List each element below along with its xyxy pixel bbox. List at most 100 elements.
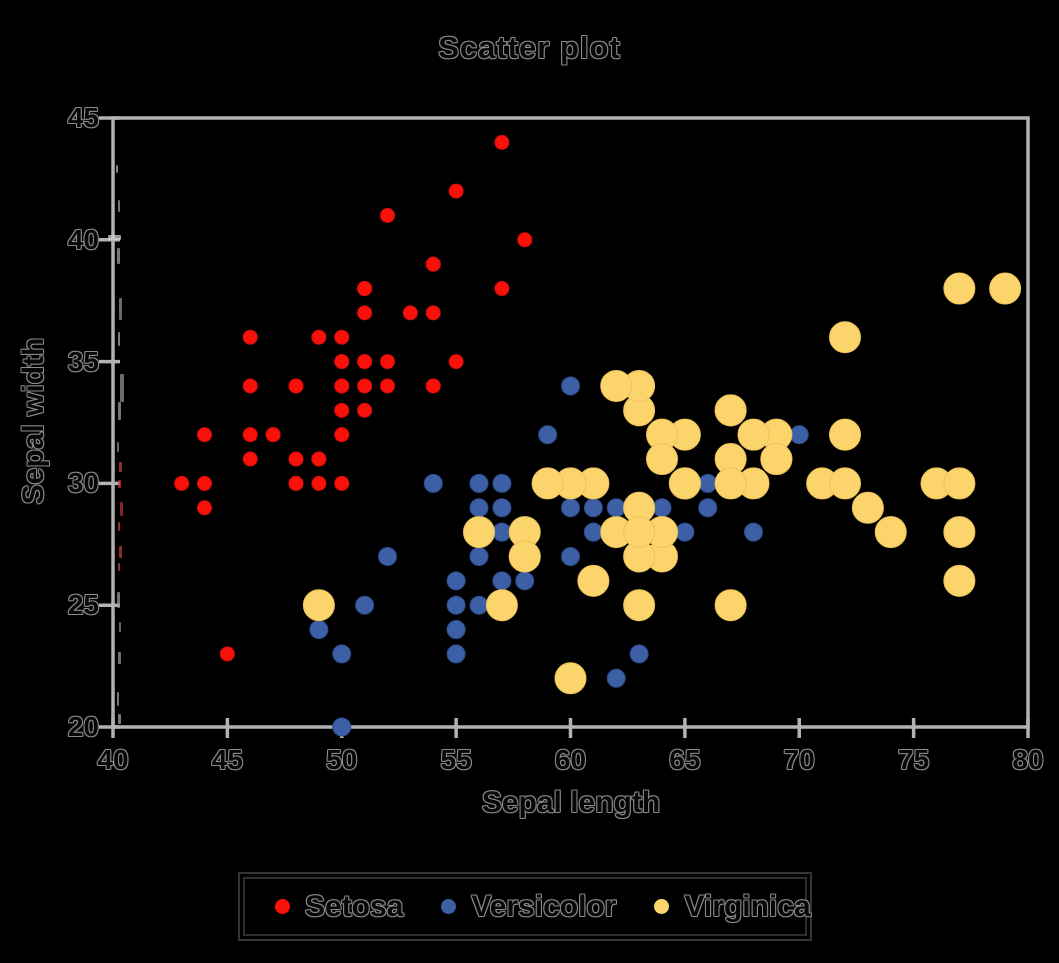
legend-item-versicolor: Versicolor — [441, 891, 616, 922]
data-point-versicolor — [606, 498, 626, 518]
axis-scan-noise — [118, 332, 120, 346]
x-tick-label: 50 — [326, 744, 358, 775]
data-point-versicolor — [583, 498, 603, 518]
data-point-virginica — [668, 467, 701, 500]
data-point-virginica — [943, 564, 976, 597]
data-point-versicolor — [469, 473, 489, 493]
data-point-versicolor — [561, 376, 580, 396]
data-point-versicolor — [538, 425, 558, 445]
axis-scan-noise — [118, 200, 120, 212]
data-point-setosa — [402, 305, 418, 321]
data-point-versicolor — [561, 498, 580, 518]
axis-scan-noise — [119, 622, 121, 632]
data-point-versicolor — [561, 546, 580, 566]
data-point-virginica — [302, 589, 335, 622]
axis-scan-noise — [117, 248, 120, 264]
data-point-versicolor — [698, 473, 718, 493]
data-point-virginica — [646, 443, 678, 476]
y-tick-label: 20 — [67, 711, 99, 742]
data-point-versicolor — [423, 473, 443, 493]
data-point-setosa — [242, 378, 258, 394]
plot-frame — [111, 116, 1030, 729]
data-point-setosa — [425, 256, 441, 272]
data-point-versicolor — [698, 498, 718, 518]
data-point-setosa — [425, 378, 441, 394]
axis-scan-noise — [119, 546, 122, 558]
data-point-virginica — [829, 321, 861, 354]
data-point-virginica — [485, 589, 518, 622]
data-point-setosa — [494, 281, 510, 297]
data-point-setosa — [197, 427, 212, 443]
data-point-versicolor — [675, 522, 695, 542]
x-tick-label: 40 — [97, 744, 129, 775]
x-tick-label: 75 — [898, 744, 930, 775]
data-point-virginica — [508, 540, 541, 573]
versicolor-marker-icon — [441, 899, 457, 914]
y-tick-label: 35 — [67, 345, 99, 377]
data-point-virginica — [989, 272, 1022, 305]
data-point-versicolor — [446, 620, 466, 640]
data-point-setosa — [311, 329, 327, 345]
legend-inner-border: Setosa Versicolor Virginica — [243, 877, 811, 936]
data-point-versicolor — [469, 498, 489, 518]
data-point-virginica — [714, 467, 747, 500]
data-point-versicolor — [309, 620, 329, 640]
data-point-versicolor — [332, 717, 352, 737]
setosa-marker-icon — [275, 899, 290, 914]
data-point-versicolor — [446, 595, 466, 615]
data-point-versicolor — [492, 571, 512, 591]
data-point-virginica — [737, 418, 770, 451]
x-tick-label: 80 — [1012, 744, 1044, 775]
data-point-versicolor — [446, 644, 466, 664]
data-point-setosa — [242, 329, 258, 345]
data-point-versicolor — [492, 522, 512, 542]
data-point-setosa — [357, 305, 373, 321]
data-point-versicolor — [789, 425, 809, 445]
legend: Setosa Versicolor Virginica — [238, 872, 812, 941]
data-point-setosa — [219, 646, 235, 662]
x-tick-label: 45 — [211, 744, 243, 775]
axis-scan-noise — [118, 402, 121, 420]
y-axis-title: Sepal width — [17, 337, 50, 505]
data-point-setosa — [448, 183, 464, 199]
data-point-virginica — [463, 516, 495, 549]
legend-label-setosa: Setosa — [305, 889, 404, 923]
data-point-setosa — [334, 378, 350, 394]
data-point-setosa — [334, 475, 350, 491]
data-point-virginica — [531, 467, 564, 500]
legend-item-virginica: Virginica — [654, 891, 811, 922]
data-point-virginica — [623, 516, 656, 549]
data-point-setosa — [517, 232, 533, 248]
data-point-setosa — [357, 402, 373, 418]
y-tick-label: 25 — [67, 589, 99, 621]
data-point-versicolor — [355, 595, 375, 615]
axis-scan-noise — [117, 442, 119, 452]
data-point-virginica — [760, 443, 793, 476]
axis-scan-noise — [118, 652, 121, 664]
data-point-virginica — [554, 662, 587, 695]
data-point-setosa — [265, 427, 281, 443]
axis-scan-noise — [116, 165, 118, 173]
data-point-setosa — [311, 475, 327, 491]
data-point-setosa — [242, 427, 258, 443]
data-point-virginica — [943, 467, 976, 500]
data-point-setosa — [197, 475, 212, 491]
data-point-virginica — [943, 516, 976, 549]
data-point-setosa — [357, 354, 373, 370]
data-point-versicolor — [492, 473, 512, 493]
data-point-setosa — [311, 451, 327, 467]
data-point-virginica — [577, 564, 610, 597]
data-point-setosa — [494, 134, 510, 150]
data-point-setosa — [334, 427, 350, 443]
data-point-versicolor — [515, 571, 535, 591]
data-point-setosa — [242, 451, 258, 467]
chart-title: Scatter plot — [438, 30, 621, 65]
axis-scan-noise — [120, 502, 123, 516]
data-point-virginica — [714, 394, 747, 427]
data-point-virginica — [943, 272, 976, 305]
data-point-virginica — [829, 418, 861, 451]
data-point-versicolor — [332, 644, 352, 664]
data-point-setosa — [334, 402, 350, 418]
data-point-setosa — [357, 378, 373, 394]
